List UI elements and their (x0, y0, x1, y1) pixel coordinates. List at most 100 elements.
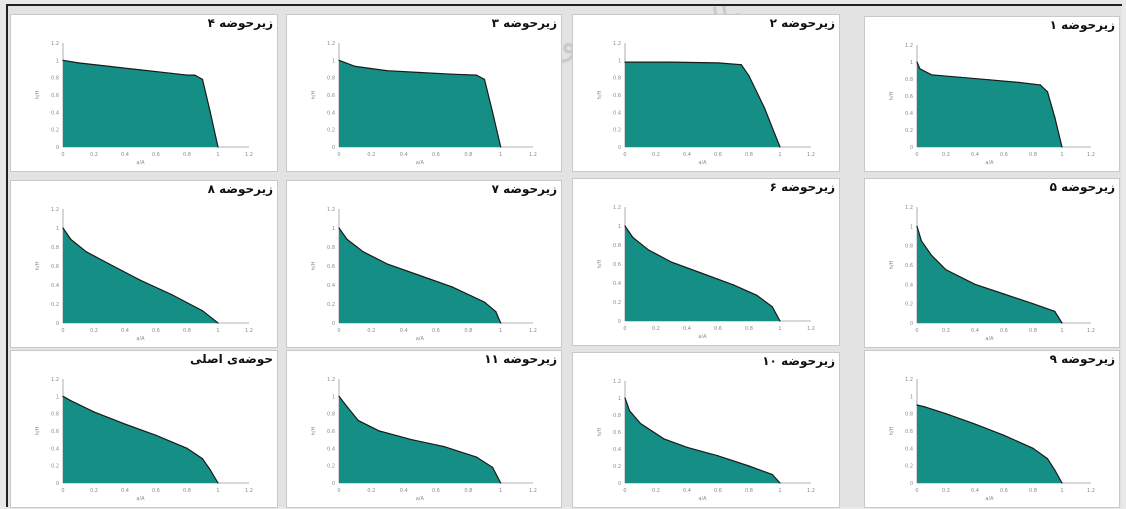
data-point (686, 446, 688, 448)
data-point (624, 397, 626, 399)
data-point (70, 400, 72, 402)
y-tick-label: 0.8 (613, 243, 621, 249)
data-point (624, 61, 626, 63)
y-axis-label: h/H (35, 90, 41, 99)
x-tick-label: 0 (915, 152, 918, 158)
y-axis-label: h/H (597, 427, 603, 436)
data-point (663, 438, 665, 440)
x-tick-label: 0.2 (652, 488, 660, 494)
data-point (217, 482, 219, 484)
data-point (495, 311, 497, 313)
x-tick-label: 1 (216, 488, 219, 494)
data-point (419, 71, 421, 74)
x-tick-label: 0.8 (1029, 328, 1037, 334)
y-tick-label: 1.2 (327, 41, 335, 47)
data-point (930, 254, 933, 256)
x-tick-label: 0.6 (1000, 328, 1008, 334)
y-tick-label: 0.8 (51, 245, 59, 251)
data-point (779, 320, 781, 322)
data-point (1017, 81, 1020, 83)
x-axis-label: a/A (416, 160, 425, 166)
x-tick-label: 0.2 (367, 328, 375, 334)
data-point (756, 294, 758, 296)
y-tick-label: 1.2 (905, 43, 913, 49)
y-tick-label: 1.2 (51, 41, 59, 47)
y-tick-label: 1 (618, 396, 621, 402)
x-tick-label: 0.6 (432, 328, 440, 334)
y-tick-label: 0.2 (905, 302, 913, 308)
data-point (1054, 469, 1056, 471)
data-point (701, 272, 704, 275)
data-point (748, 465, 750, 467)
data-point (170, 293, 173, 296)
x-tick-label: 0.6 (432, 488, 440, 494)
y-tick-label: 0.6 (613, 262, 621, 268)
data-point (632, 236, 634, 238)
x-tick-label: 0.8 (464, 488, 472, 494)
data-point (624, 225, 626, 227)
x-tick-label: 1.2 (245, 152, 253, 158)
x-tick-label: 0.6 (432, 152, 440, 158)
y-tick-label: 0.6 (905, 94, 913, 100)
chart-panel: زیرحوضه ۲ 0 0.2 0.4 0.6 0.8 1 1.2 0 0.2 0.4 0.6 0.8 1… (572, 14, 840, 172)
chart-svg: 0 0.2 0.4 0.6 0.8 1 1.2 0 0.2 0.4 0.6 0.8 1 1.2 a/A h/H (597, 41, 815, 166)
data-point (201, 78, 204, 80)
x-tick-label: 1.2 (1087, 488, 1095, 494)
data-point (483, 301, 486, 303)
data-point (945, 269, 947, 271)
y-tick-label: 1 (56, 226, 59, 232)
data-point (62, 59, 64, 61)
area-fill (917, 405, 1062, 483)
chart-svg: 0 0.2 0.4 0.6 0.8 1 1.2 0 0.2 0.4 0.6 0.8 1 1.2 a/A h/H (889, 205, 1095, 342)
data-point (108, 65, 111, 67)
y-tick-label: 0 (56, 145, 59, 151)
y-tick-label: 0.4 (613, 447, 621, 453)
area-fill (339, 228, 501, 323)
y-axis-label: h/H (35, 261, 41, 270)
y-tick-label: 0.4 (327, 110, 335, 116)
y-tick-label: 0.4 (613, 281, 621, 287)
y-tick-label: 0.6 (51, 429, 59, 435)
chart-title: زیرحوضه ۵ (1049, 180, 1115, 194)
y-tick-label: 1.2 (613, 41, 621, 47)
y-tick-label: 0.2 (905, 464, 913, 470)
data-point (139, 279, 142, 281)
chart-svg: 0 0.2 0.4 0.6 0.8 1 1.2 0 0.2 0.4 0.6 0.8 1 1.2 a/A h/H (35, 207, 253, 342)
x-tick-label: 1.2 (245, 488, 253, 494)
x-tick-label: 0.8 (745, 488, 753, 494)
y-tick-label: 0.2 (327, 464, 335, 470)
y-tick-label: 0.4 (905, 111, 913, 117)
x-tick-label: 0.4 (121, 328, 129, 334)
data-point (500, 146, 502, 148)
chart-panel: زیرحوضه ۷ 0 0.2 0.4 0.6 0.8 1 1.2 0 0.2 0.4 0.6 0.8 1… (286, 180, 562, 348)
x-tick-label: 0.4 (971, 152, 979, 158)
y-tick-label: 1.2 (905, 205, 913, 211)
y-tick-label: 0.8 (51, 76, 59, 82)
data-point (186, 447, 188, 449)
hypsometric-curve (916, 61, 1063, 148)
x-tick-label: 0.4 (400, 488, 408, 494)
x-axis-label: a/A (416, 496, 425, 502)
data-point (1061, 482, 1063, 484)
data-point (629, 410, 631, 412)
area-fill (625, 398, 780, 483)
chart-svg: 0 0.2 0.4 0.6 0.8 1 1.2 0 0.2 0.4 0.6 0.8 1 1.2 a/A h/H (35, 41, 253, 166)
data-point (338, 395, 340, 397)
y-tick-label: 0.2 (905, 128, 913, 134)
area-fill (339, 60, 501, 147)
x-tick-label: 0.2 (942, 328, 950, 334)
y-tick-label: 1 (618, 58, 621, 64)
data-point (475, 74, 477, 76)
x-tick-label: 0.4 (971, 328, 979, 334)
hypsometric-curve (62, 59, 219, 148)
x-axis-label: a/A (136, 336, 145, 342)
area-fill (917, 62, 1062, 147)
x-axis-label: a/A (985, 160, 994, 166)
data-point (217, 322, 219, 324)
y-tick-label: 0.4 (327, 283, 335, 289)
data-point (201, 310, 204, 312)
y-tick-label: 0.8 (905, 77, 913, 83)
data-point (1061, 146, 1063, 148)
data-point (732, 284, 735, 286)
